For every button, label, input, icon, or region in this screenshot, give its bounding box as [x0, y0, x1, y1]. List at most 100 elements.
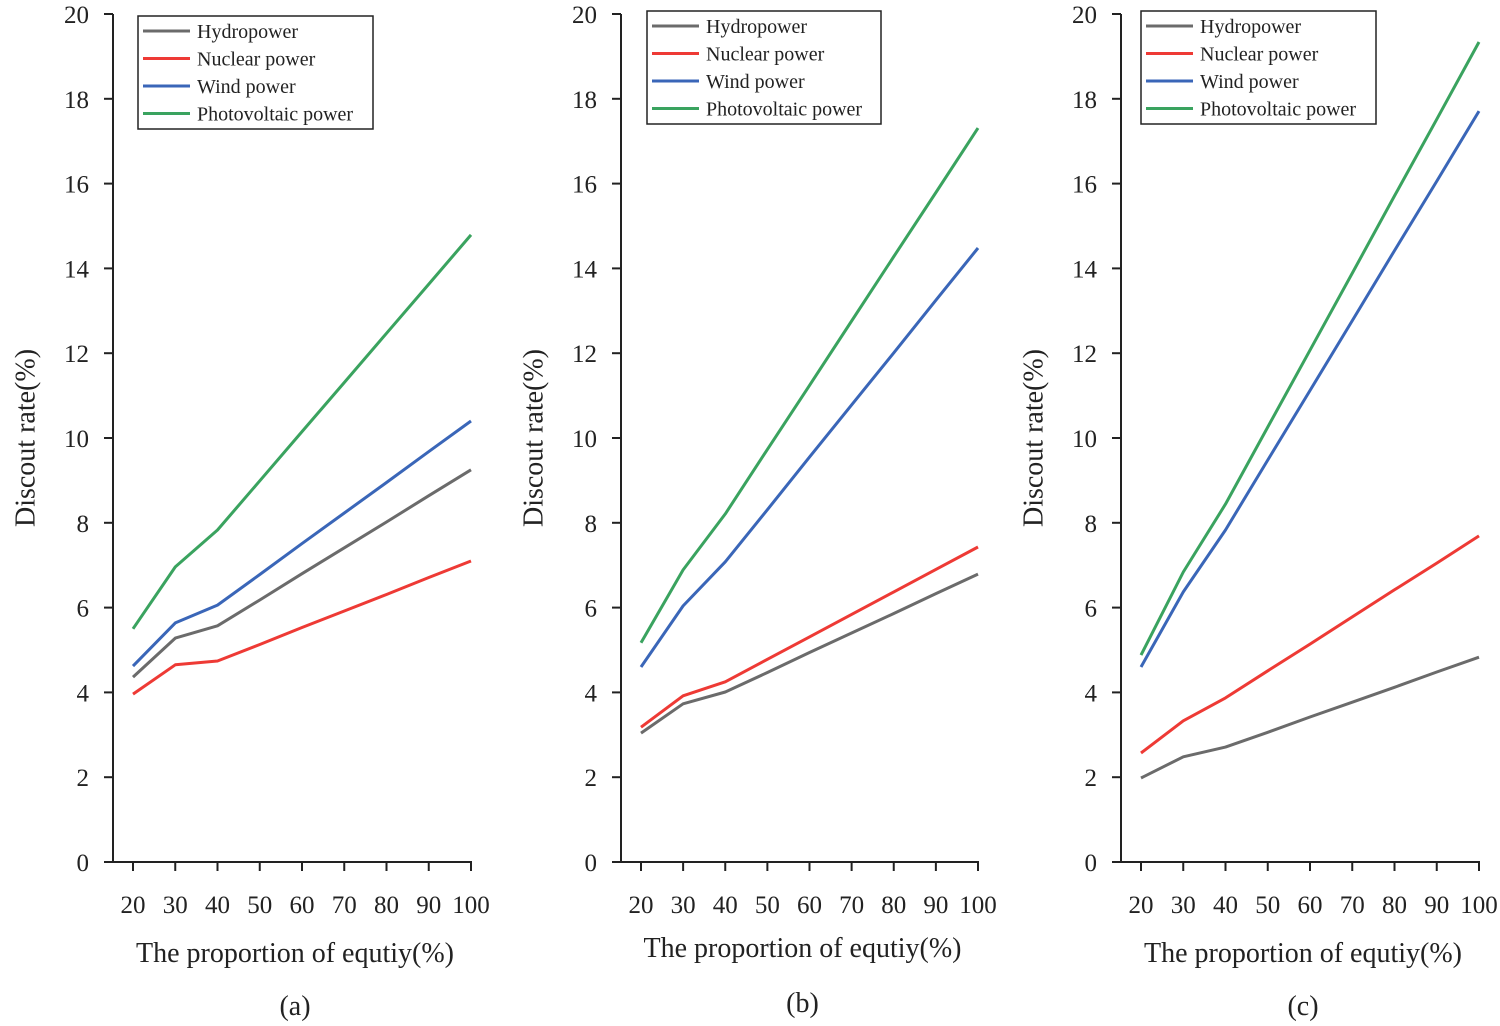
- panel-c: 0 2 4 6 8 10 12 14 16 18 20 20 30 40 50 60 70 80 90 100 Disc…: [1018, 2, 1497, 1022]
- legend-label: Photovoltaic power: [197, 104, 353, 126]
- x-tick-label: 90: [1424, 892, 1449, 919]
- x-tick-label: 80: [881, 892, 906, 919]
- legend: Hydropower Nuclear power Wind power Photovo…: [137, 15, 374, 130]
- y-tick-label: 12: [64, 341, 89, 368]
- panel-caption: (a): [279, 991, 310, 1022]
- y-tick-label: 4: [77, 680, 90, 707]
- legend-label: Nuclear power: [197, 49, 316, 71]
- legend-label: Wind power: [706, 71, 805, 93]
- x-tick-label: 100: [452, 892, 490, 919]
- y-tick-label: 20: [64, 2, 89, 29]
- y-tick-label: 2: [77, 765, 90, 792]
- x-tick-label: 30: [671, 892, 696, 919]
- x-tick-label: 40: [205, 892, 230, 919]
- y-tick-label: 0: [1085, 850, 1098, 877]
- legend: Hydropower Nuclear power Wind power Photovo…: [1140, 10, 1377, 125]
- x-tick-label: 40: [1213, 892, 1238, 919]
- x-tick-label: 90: [923, 892, 948, 919]
- x-tick-label: 60: [290, 892, 315, 919]
- y-tick-label: 2: [1085, 765, 1098, 792]
- y-tick-label: 10: [572, 426, 597, 453]
- x-tick-label: 30: [163, 892, 188, 919]
- y-tick-label: 14: [64, 256, 90, 283]
- series-line-photovoltaic-power: [639, 127, 980, 644]
- series-line-hydropower: [1140, 655, 1480, 780]
- panel-caption: (c): [1287, 991, 1318, 1022]
- x-tick-label: 80: [374, 892, 399, 919]
- legend-label: Nuclear power: [706, 44, 825, 66]
- series-line-wind-power: [639, 247, 980, 668]
- y-tick-label: 8: [585, 511, 598, 538]
- legend-label: Photovoltaic power: [706, 99, 862, 121]
- x-tick-label: 60: [797, 892, 822, 919]
- x-tick-label: 20: [629, 892, 654, 919]
- y-tick-label: 16: [572, 172, 597, 199]
- x-tick-label: 70: [1340, 892, 1365, 919]
- series-line-photovoltaic-power: [1139, 41, 1481, 656]
- x-tick-label: 50: [1255, 892, 1280, 919]
- y-tick-label: 18: [572, 87, 597, 114]
- y-tick-label: 0: [77, 850, 90, 877]
- y-tick-label: 6: [585, 596, 598, 623]
- x-tick-label: 80: [1382, 892, 1407, 919]
- x-tick-label: 100: [959, 892, 997, 919]
- legend-label: Nuclear power: [1200, 44, 1319, 66]
- y-tick-label: 4: [585, 680, 598, 707]
- series-line-nuclear-power: [1140, 534, 1480, 755]
- legend-box: [1140, 10, 1377, 125]
- legend-label: Hydropower: [197, 21, 298, 43]
- y-tick-label: 20: [1072, 2, 1097, 29]
- y-tick-label: 0: [585, 850, 598, 877]
- x-axis-label: The proportion of equtiy(%): [643, 933, 961, 964]
- y-tick-label: 14: [572, 256, 598, 283]
- x-tick-label: 70: [332, 892, 357, 919]
- x-tick-label: 50: [755, 892, 780, 919]
- series-line-hydropower: [640, 572, 979, 735]
- y-tick-label: 20: [572, 2, 597, 29]
- panel-a: 0 2 4 6 8 10 12 14 16 18 20 20 30 40 50 60 70 80 90 100 Disc…: [10, 2, 489, 1022]
- legend-label: Hydropower: [1200, 16, 1301, 38]
- y-tick-label: 16: [64, 172, 89, 199]
- x-tick-label: 30: [1171, 892, 1196, 919]
- x-tick-label: 20: [1129, 892, 1154, 919]
- y-tick-label: 8: [77, 511, 90, 538]
- series-line-hydropower: [131, 468, 472, 679]
- y-axis-label: Discout rate(%): [518, 349, 549, 527]
- x-tick-label: 60: [1298, 892, 1323, 919]
- y-tick-label: 12: [1072, 341, 1097, 368]
- y-tick-label: 18: [64, 87, 89, 114]
- y-tick-label: 2: [585, 765, 598, 792]
- y-tick-label: 6: [77, 596, 90, 623]
- panel-caption: (b): [786, 988, 819, 1019]
- legend-label: Wind power: [197, 76, 296, 98]
- x-axis-label: The proportion of equtiy(%): [1144, 938, 1462, 969]
- y-tick-label: 10: [1072, 426, 1097, 453]
- x-tick-label: 90: [416, 892, 441, 919]
- series-line-nuclear-power: [640, 545, 979, 729]
- x-tick-label: 50: [247, 892, 272, 919]
- legend-box: [137, 15, 374, 130]
- legend-label: Hydropower: [706, 16, 807, 38]
- y-tick-label: 18: [1072, 87, 1097, 114]
- y-axis-label: Discout rate(%): [10, 349, 41, 527]
- y-tick-label: 4: [1085, 680, 1098, 707]
- legend-label: Photovoltaic power: [1200, 99, 1356, 121]
- y-tick-label: 16: [1072, 172, 1097, 199]
- series-line-photovoltaic-power: [131, 233, 473, 630]
- y-tick-label: 14: [1072, 256, 1098, 283]
- y-tick-label: 8: [1085, 511, 1098, 538]
- series-line-nuclear-power: [132, 559, 472, 696]
- legend: Hydropower Nuclear power Wind power Photovo…: [646, 10, 882, 125]
- x-tick-label: 100: [1460, 892, 1498, 919]
- legend-box: [646, 10, 882, 125]
- y-tick-label: 6: [1085, 596, 1098, 623]
- series-line-wind-power: [1139, 110, 1481, 668]
- legend-label: Wind power: [1200, 71, 1299, 93]
- x-tick-label: 20: [121, 892, 146, 919]
- y-tick-label: 10: [64, 426, 89, 453]
- series-line-wind-power: [131, 419, 472, 668]
- panel-b: 0 2 4 6 8 10 12 14 16 18 20 20 30 40 50 60 70 80 90 100 Disc…: [518, 2, 996, 1019]
- x-axis-label: The proportion of equtiy(%): [136, 938, 454, 969]
- x-tick-label: 70: [839, 892, 864, 919]
